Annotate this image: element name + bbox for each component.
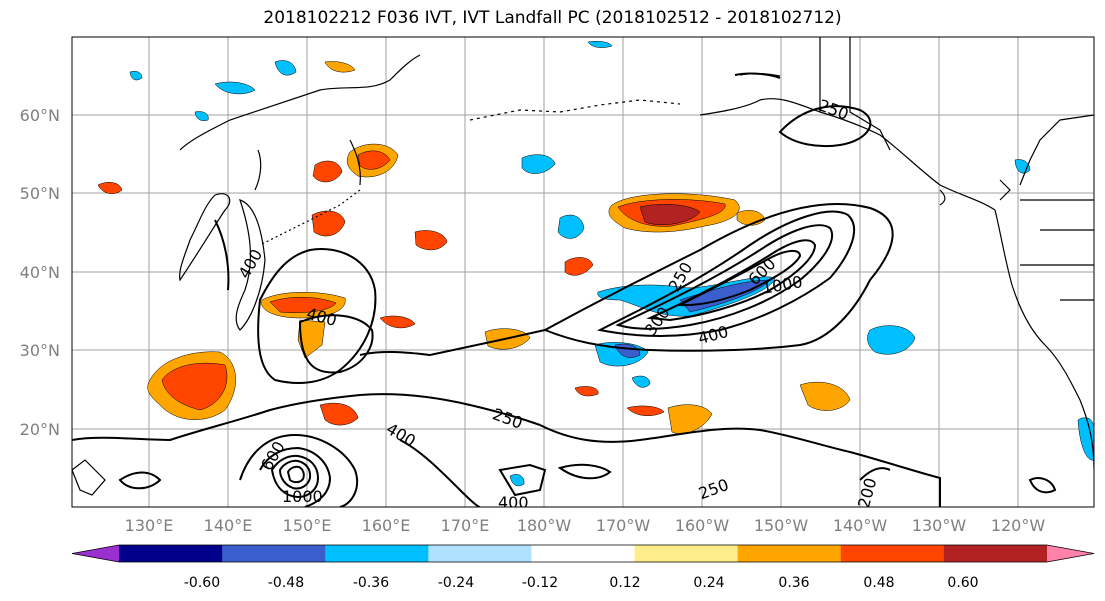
lon-label: 160°E: [362, 516, 411, 535]
colorbar-tick-label: 0.36: [778, 575, 809, 591]
colorbar-segment: [119, 545, 223, 562]
negative-anomaly: [867, 325, 916, 355]
positive-anomaly: [319, 402, 359, 426]
positive-anomaly: [297, 319, 326, 359]
contour-label: 1000: [282, 487, 323, 506]
colorbar-tick-label: 0.24: [693, 575, 724, 591]
positive-anomaly: [311, 210, 346, 237]
coastlines: [72, 37, 1094, 496]
ivt-contours: [72, 72, 1057, 507]
colorbar-segment: [222, 545, 326, 562]
colorbar-tick-label: -0.24: [438, 575, 474, 591]
colorbar-segment: [531, 545, 636, 562]
positive-anomaly: [626, 405, 665, 416]
lat-label-20: 20°N: [20, 420, 60, 439]
negative-anomaly: [631, 375, 651, 388]
colorbar: [71, 544, 1095, 563]
lon-label: 150°W: [754, 516, 809, 535]
longitude-labels: 130°E 140°E 150°E 160°E 170°E 180°W 170°…: [125, 516, 1046, 535]
lon-label: 180°W: [517, 516, 572, 535]
negative-anomaly: [129, 71, 143, 81]
colorbar-tick-label: 0.48: [863, 575, 894, 591]
colorbar-segment: [428, 545, 532, 562]
negative-anomaly: [194, 111, 209, 121]
lat-label-60: 60°N: [20, 106, 60, 125]
negative-anomaly: [587, 40, 613, 48]
latitude-labels: 60°N 50°N 40°N 30°N 20°N: [20, 106, 60, 439]
anomaly-shading: [97, 40, 1094, 487]
map-title: 2018102212 F036 IVT, IVT Landfall PC (20…: [263, 8, 842, 28]
positive-anomaly: [414, 230, 448, 251]
colorbar-tick-label: 0.12: [609, 575, 640, 591]
colorbar-segment: [1047, 545, 1094, 562]
colorbar-segment: [840, 545, 945, 562]
colorbar-outline: [71, 544, 1095, 563]
lon-label: 130°W: [912, 516, 967, 535]
colorbar-tick-label: -0.48: [268, 575, 304, 591]
colorbar-labels: -0.60 -0.48 -0.36 -0.24 -0.12 0.12 0.24 …: [184, 575, 979, 591]
positive-anomaly: [161, 362, 228, 411]
negative-anomaly: [509, 474, 525, 487]
negative-anomaly: [214, 81, 256, 95]
colorbar-segment: [325, 545, 429, 562]
lat-label-40: 40°N: [20, 263, 60, 282]
lon-label: 170°E: [441, 516, 490, 535]
positive-anomaly: [799, 381, 851, 411]
positive-anomaly: [357, 150, 391, 170]
lon-label: 160°W: [675, 516, 730, 535]
colorbar-tick-label: 0.60: [947, 575, 978, 591]
lon-label: 140°W: [833, 516, 888, 535]
lat-label-50: 50°N: [20, 184, 60, 203]
positive-anomaly: [269, 296, 337, 313]
colorbar-segment: [943, 545, 1048, 562]
lon-label: 150°E: [283, 516, 332, 535]
lon-label: 170°W: [596, 516, 651, 535]
map-frame: [71, 36, 1095, 508]
positive-anomaly: [379, 315, 416, 329]
colorbar-tick-label: -0.60: [184, 575, 220, 591]
colorbar-tick-label: -0.12: [522, 575, 558, 591]
colorbar-segment: [72, 545, 119, 562]
positive-anomaly: [97, 182, 123, 194]
colorbar-tick-label: -0.36: [353, 575, 389, 591]
contour-label: 400: [498, 493, 529, 512]
lon-label: 120°W: [991, 516, 1046, 535]
colorbar-segment: [737, 545, 842, 562]
colorbar-segment: [634, 545, 739, 562]
positive-anomaly: [324, 61, 356, 73]
negative-anomaly: [274, 60, 297, 76]
negative-anomaly: [557, 214, 585, 239]
lon-label: 130°E: [125, 516, 174, 535]
lat-label-30: 30°N: [20, 341, 60, 360]
positive-anomaly: [639, 204, 701, 225]
positive-anomaly: [564, 257, 594, 276]
positive-anomaly: [312, 160, 343, 183]
lon-label: 140°E: [204, 516, 253, 535]
negative-anomaly: [521, 154, 556, 174]
negative-anomaly: [1077, 417, 1094, 461]
positive-anomaly: [574, 386, 599, 397]
